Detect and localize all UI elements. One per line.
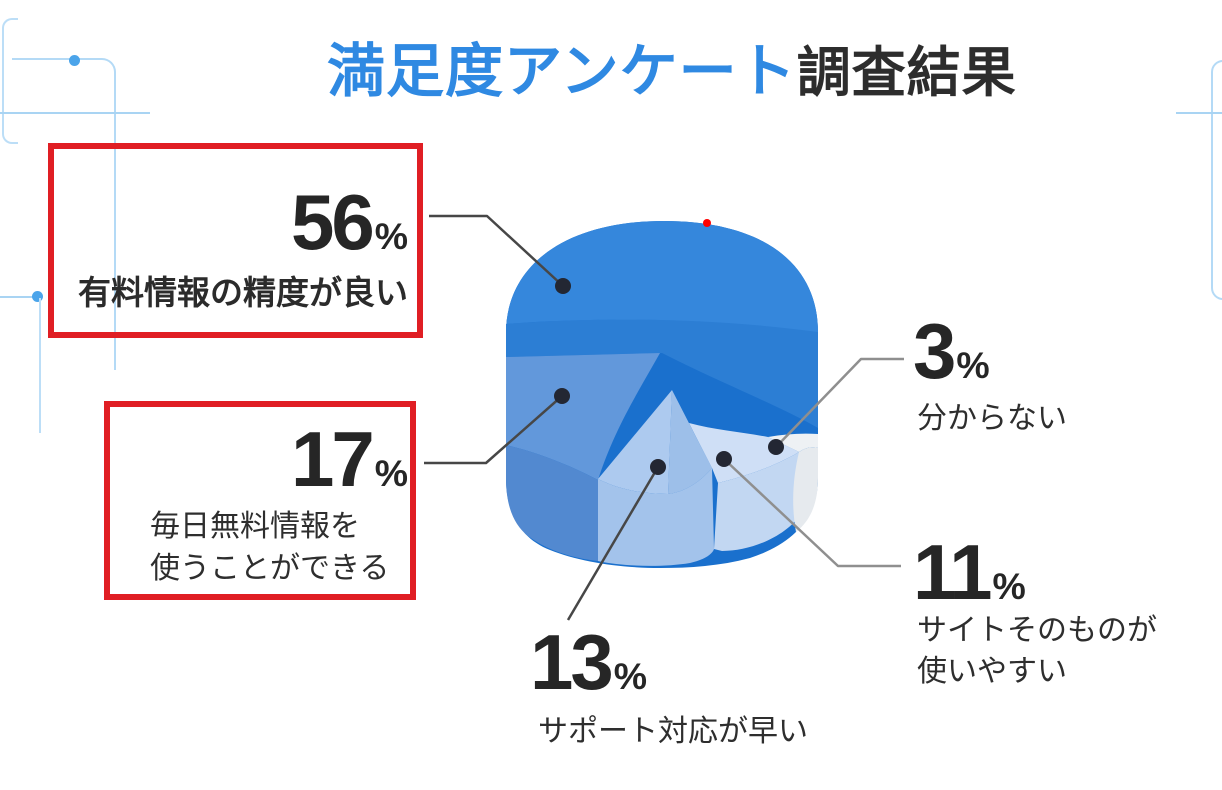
decor-vline-left (39, 298, 41, 433)
decor-left-corner-frame (12, 58, 116, 370)
title-rest: 調査結果 (796, 43, 1017, 103)
slice-label-17-desc-line1: 毎日無料情報を (150, 510, 360, 543)
slice-label-11-value: 11% (913, 533, 1026, 611)
slice-label-11-desc-line1: サイトそのものが (917, 614, 1157, 647)
slice-label-13-value: 13% (530, 623, 647, 701)
red-marker-dot (703, 219, 711, 227)
slice-label-17-desc-line2: 使うことができる (150, 552, 390, 585)
slice-label-11-desc: サイトそのものが 使いやすい (917, 610, 1157, 692)
slice-label-3-value: 3% (913, 312, 990, 390)
slice-13-right-face (668, 390, 712, 494)
slice-label-17-value: 17% (58, 420, 408, 498)
callout-dot-11 (716, 451, 732, 467)
slice-17-front (506, 445, 598, 561)
callout-dot-17 (554, 388, 570, 404)
callout-line-11 (723, 458, 901, 568)
value-13: 13 (530, 618, 614, 706)
callout-line-13 (566, 466, 660, 621)
decor-left-bracket (2, 18, 18, 144)
percent-sign-3: % (956, 344, 990, 386)
decor-dot-top-left (69, 55, 80, 66)
value-56: 56 (290, 178, 375, 266)
highlight-box-56 (48, 143, 423, 338)
title-highlight: 満足度アンケート (327, 39, 797, 104)
callout-line-3 (775, 357, 904, 448)
decor-hline-top-left (0, 112, 150, 114)
percent-sign-11: % (992, 565, 1026, 607)
percent-sign-17: % (374, 452, 408, 494)
slice-label-13-desc: サポート対応が早い (538, 715, 808, 748)
callout-dot-3 (768, 439, 784, 455)
slice-label-3-desc: 分からない (917, 402, 1067, 435)
slice-56-top (506, 221, 818, 333)
callout-line-56 (429, 214, 564, 287)
slice-17-top (506, 353, 660, 480)
slice-11-front (714, 452, 801, 551)
value-11: 11 (913, 528, 992, 616)
decor-dot-mid-left (32, 291, 43, 302)
slice-label-17-desc: 毎日無料情報を 使うことができる (150, 506, 389, 590)
slice-label-56-desc: 有料情報の精度が良い (78, 274, 408, 311)
page-title: 満足度アンケート調査結果 (327, 24, 1017, 108)
callout-dot-13 (650, 459, 666, 475)
slice-3-top (768, 433, 818, 452)
decor-hline-right (1176, 112, 1222, 114)
percent-sign-56: % (374, 215, 408, 257)
value-3: 3 (913, 307, 956, 395)
slice-13-front (598, 468, 714, 566)
slice-label-11-desc-line2: 使いやすい (917, 655, 1067, 688)
slice-56-side (506, 319, 818, 428)
slice-label-56-value: 56% (58, 183, 408, 261)
slice-3-side (793, 447, 818, 532)
callout-dot-56 (555, 278, 571, 294)
percent-sign-13: % (613, 655, 648, 697)
highlight-box-17 (104, 401, 416, 600)
decor-hline-mid-left (0, 296, 34, 298)
slice-11-top (689, 423, 799, 483)
value-17: 17 (290, 415, 375, 503)
callout-line-17 (424, 395, 563, 465)
